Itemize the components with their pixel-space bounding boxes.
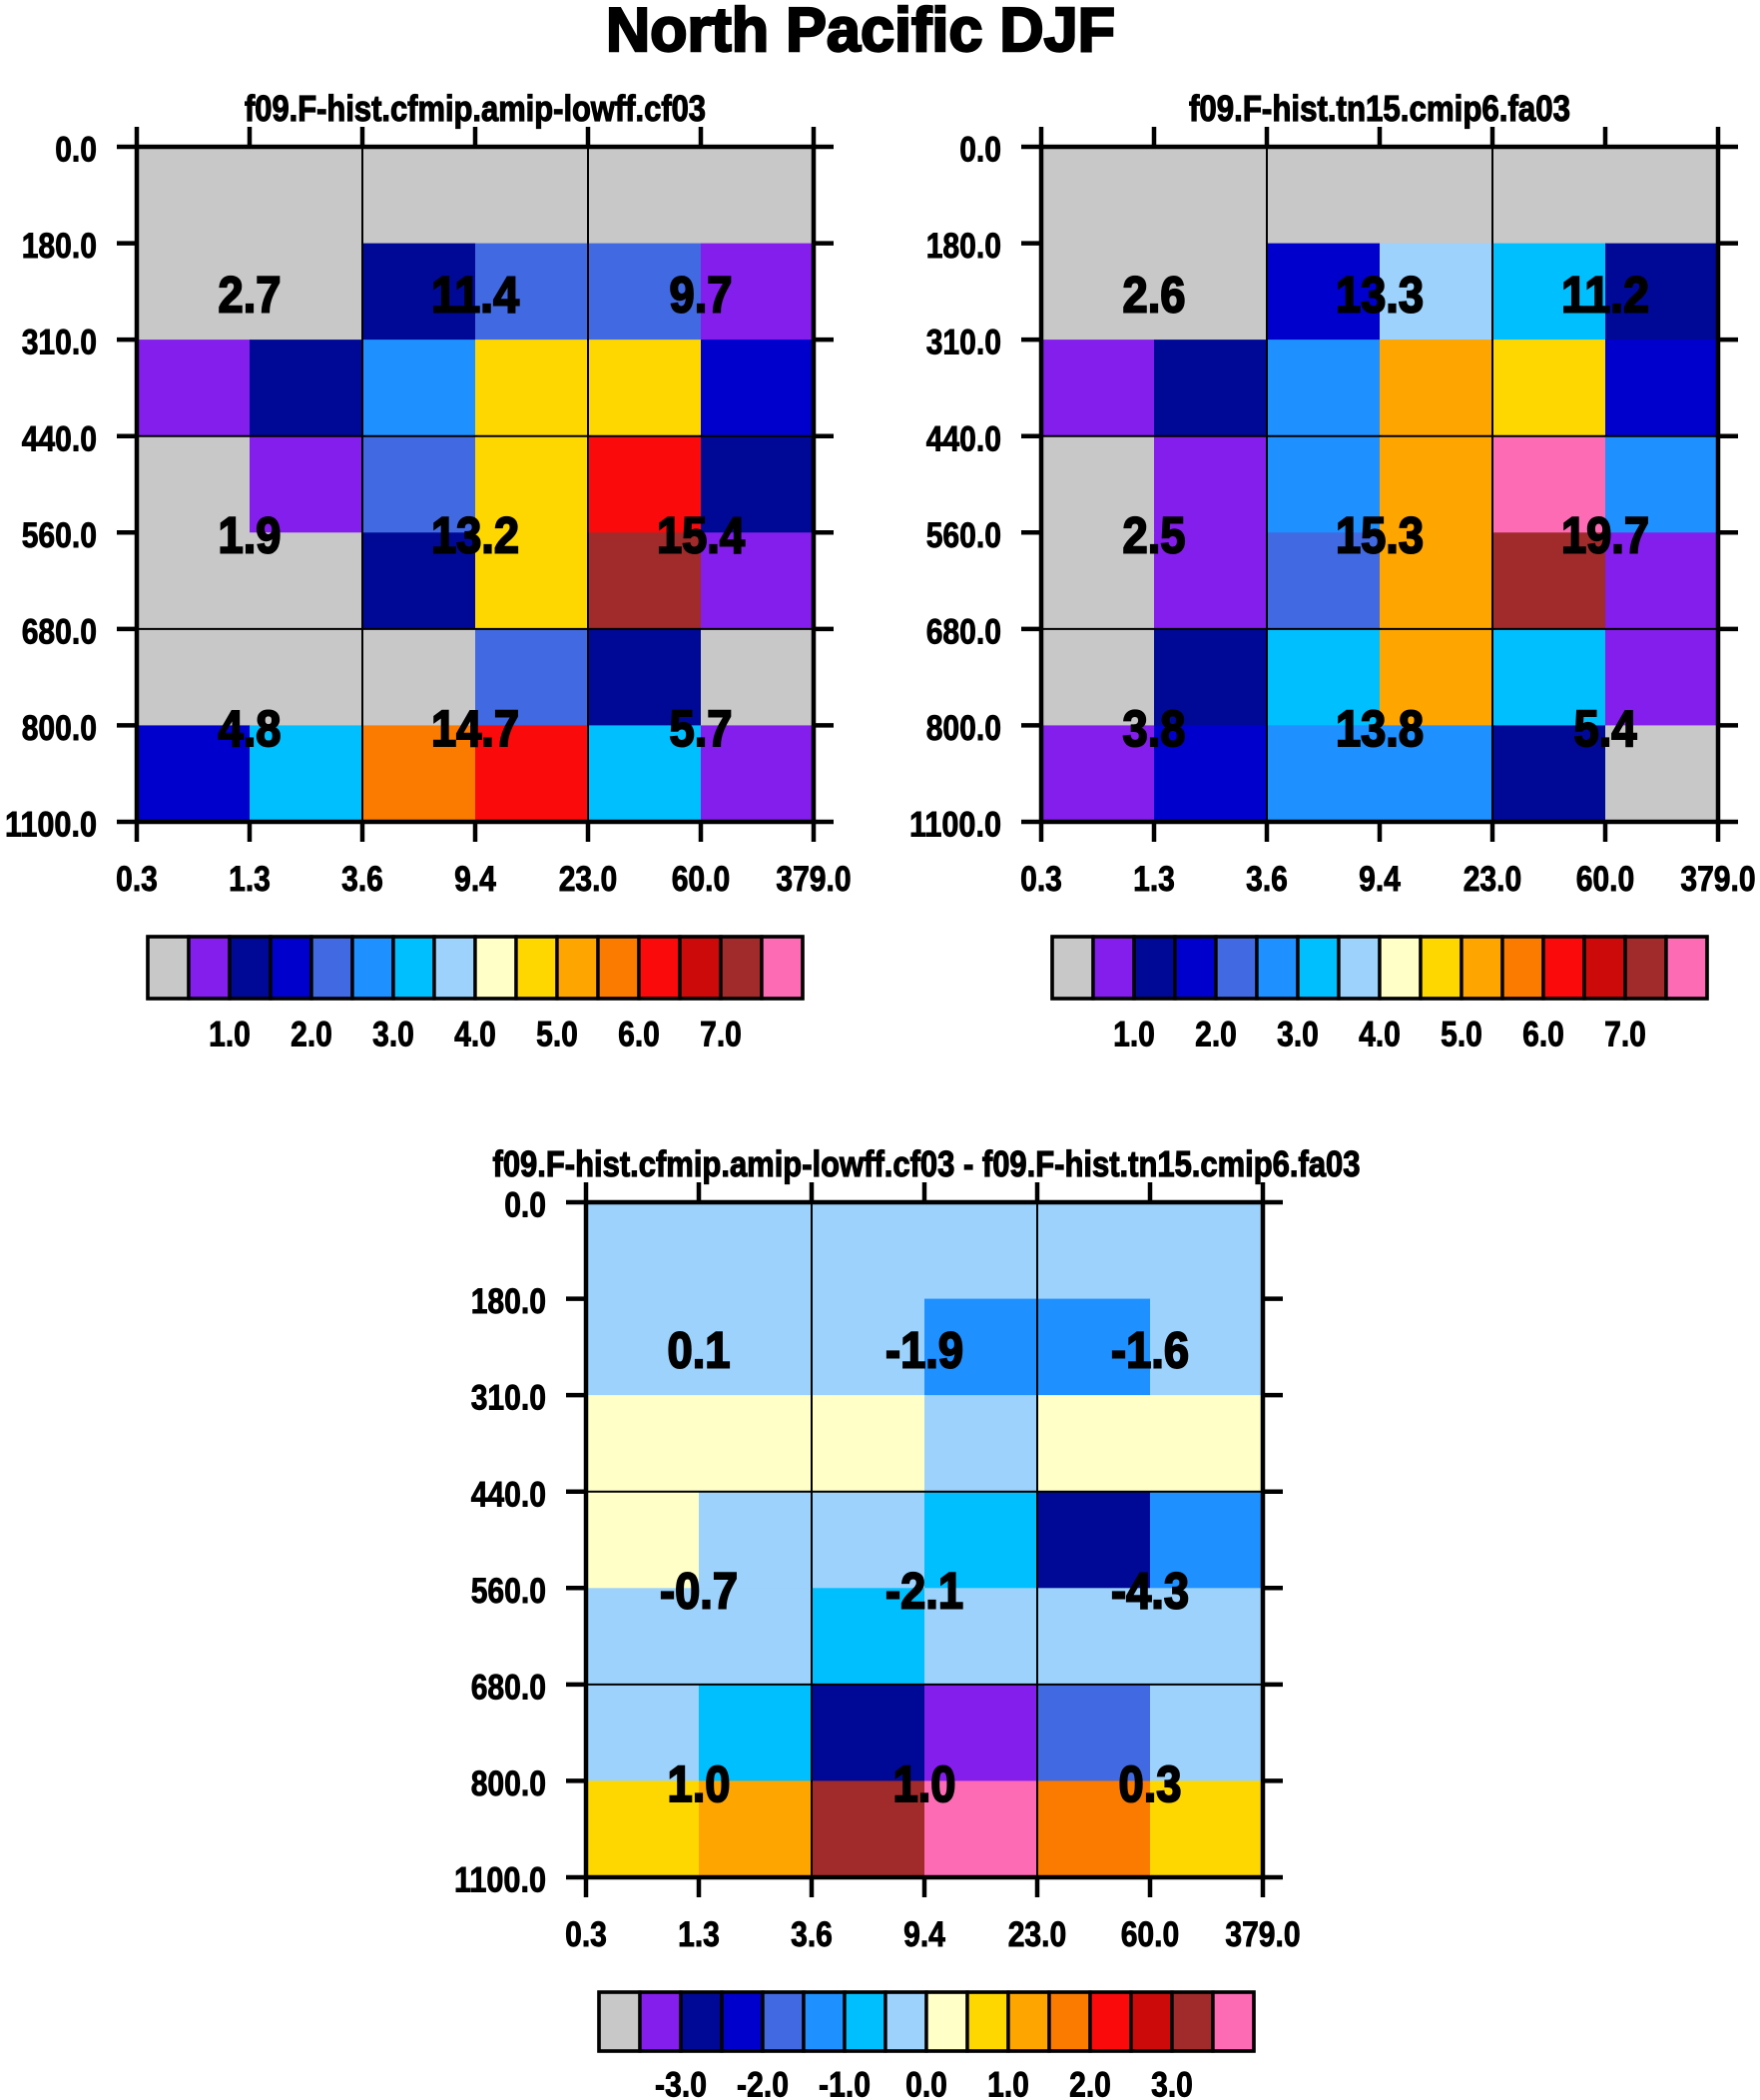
- svg-text:-3.0: -3.0: [655, 2066, 707, 2100]
- svg-text:1.0: 1.0: [209, 1016, 251, 1054]
- svg-text:5.7: 5.7: [670, 700, 733, 757]
- svg-text:1.3: 1.3: [1133, 860, 1175, 899]
- svg-text:-0.7: -0.7: [660, 1563, 738, 1620]
- svg-text:310.0: 310.0: [926, 324, 1001, 362]
- svg-text:23.0: 23.0: [1464, 860, 1522, 899]
- svg-text:7.0: 7.0: [700, 1016, 742, 1054]
- svg-text:0.3: 0.3: [1020, 860, 1062, 899]
- svg-text:4.0: 4.0: [1359, 1016, 1401, 1054]
- svg-text:560.0: 560.0: [471, 1572, 546, 1611]
- svg-text:60.0: 60.0: [1121, 1915, 1180, 1954]
- svg-text:-2.1: -2.1: [885, 1563, 963, 1620]
- svg-text:-1.6: -1.6: [1111, 1321, 1189, 1378]
- svg-text:0.1: 0.1: [668, 1321, 731, 1378]
- svg-text:0.3: 0.3: [116, 860, 158, 899]
- svg-text:1100.0: 1100.0: [5, 806, 97, 845]
- svg-text:379.0: 379.0: [1225, 1915, 1300, 1954]
- svg-text:1.9: 1.9: [219, 507, 282, 564]
- svg-text:3.8: 3.8: [1123, 700, 1186, 757]
- svg-text:1100.0: 1100.0: [909, 806, 1001, 845]
- svg-text:13.2: 13.2: [431, 507, 519, 564]
- svg-text:23.0: 23.0: [559, 860, 618, 899]
- svg-text:North Pacific DJF: North Pacific DJF: [606, 0, 1115, 65]
- svg-text:f09.F-hist.cfmip.amip-lowff.cf: f09.F-hist.cfmip.amip-lowff.cf03: [245, 88, 706, 129]
- svg-text:2.7: 2.7: [219, 266, 282, 323]
- svg-text:800.0: 800.0: [471, 1764, 546, 1803]
- svg-text:3.0: 3.0: [1151, 2066, 1193, 2100]
- svg-text:3.6: 3.6: [341, 860, 383, 899]
- svg-text:2.6: 2.6: [1123, 266, 1186, 323]
- svg-text:680.0: 680.0: [926, 613, 1001, 652]
- svg-text:1100.0: 1100.0: [454, 1861, 546, 1900]
- svg-text:9.4: 9.4: [454, 860, 496, 899]
- svg-text:60.0: 60.0: [672, 860, 731, 899]
- svg-text:1.0: 1.0: [893, 1755, 956, 1812]
- svg-text:2.0: 2.0: [1069, 2066, 1111, 2100]
- svg-text:6.0: 6.0: [1522, 1016, 1564, 1054]
- svg-text:3.6: 3.6: [791, 1915, 833, 1954]
- svg-text:0.3: 0.3: [565, 1915, 607, 1954]
- svg-text:19.7: 19.7: [1561, 507, 1649, 564]
- svg-text:0.0: 0.0: [504, 1186, 546, 1225]
- svg-text:15.4: 15.4: [657, 507, 746, 564]
- svg-text:1.0: 1.0: [668, 1755, 731, 1812]
- svg-text:-2.0: -2.0: [737, 2066, 789, 2100]
- svg-text:180.0: 180.0: [22, 227, 97, 266]
- svg-text:3.6: 3.6: [1246, 860, 1288, 899]
- svg-text:9.4: 9.4: [903, 1915, 945, 1954]
- svg-text:6.0: 6.0: [618, 1016, 660, 1054]
- svg-text:15.3: 15.3: [1336, 507, 1424, 564]
- svg-text:1.0: 1.0: [987, 2066, 1029, 2100]
- svg-text:0.3: 0.3: [1119, 1755, 1182, 1812]
- svg-text:-1.9: -1.9: [885, 1321, 963, 1378]
- svg-text:2.0: 2.0: [1195, 1016, 1237, 1054]
- svg-text:310.0: 310.0: [471, 1379, 546, 1418]
- svg-text:440.0: 440.0: [22, 419, 97, 458]
- svg-text:4.0: 4.0: [454, 1016, 496, 1054]
- svg-text:7.0: 7.0: [1604, 1016, 1646, 1054]
- svg-text:f09.F-hist.cfmip.amip-lowff.cf: f09.F-hist.cfmip.amip-lowff.cf03 - f09.F…: [493, 1143, 1361, 1184]
- svg-text:680.0: 680.0: [471, 1669, 546, 1708]
- svg-text:13.8: 13.8: [1336, 700, 1424, 757]
- svg-text:60.0: 60.0: [1576, 860, 1635, 899]
- svg-text:379.0: 379.0: [776, 860, 851, 899]
- svg-text:3.0: 3.0: [372, 1016, 414, 1054]
- svg-text:440.0: 440.0: [926, 419, 1001, 458]
- svg-text:23.0: 23.0: [1008, 1915, 1067, 1954]
- svg-text:440.0: 440.0: [471, 1475, 546, 1514]
- svg-text:13.3: 13.3: [1336, 266, 1424, 323]
- svg-text:2.5: 2.5: [1123, 507, 1186, 564]
- svg-text:-4.3: -4.3: [1111, 1563, 1189, 1620]
- svg-text:180.0: 180.0: [471, 1282, 546, 1321]
- svg-text:1.0: 1.0: [1113, 1016, 1155, 1054]
- svg-text:0.0: 0.0: [55, 131, 97, 170]
- svg-text:-1.0: -1.0: [819, 2066, 871, 2100]
- svg-text:680.0: 680.0: [22, 613, 97, 652]
- svg-text:5.4: 5.4: [1574, 700, 1638, 757]
- svg-text:2.0: 2.0: [291, 1016, 332, 1054]
- svg-text:11.4: 11.4: [431, 266, 520, 323]
- svg-text:3.0: 3.0: [1277, 1016, 1319, 1054]
- svg-text:9.7: 9.7: [670, 266, 733, 323]
- svg-text:180.0: 180.0: [926, 227, 1001, 266]
- svg-text:1.3: 1.3: [229, 860, 271, 899]
- svg-text:379.0: 379.0: [1680, 860, 1755, 899]
- svg-text:560.0: 560.0: [22, 516, 97, 555]
- svg-text:0.0: 0.0: [905, 2066, 947, 2100]
- svg-text:11.2: 11.2: [1561, 266, 1649, 323]
- svg-text:560.0: 560.0: [926, 516, 1001, 555]
- svg-text:14.7: 14.7: [431, 700, 519, 757]
- svg-text:310.0: 310.0: [22, 324, 97, 362]
- svg-text:4.8: 4.8: [219, 700, 282, 757]
- svg-text:f09.F-hist.tn15.cmip6.fa03: f09.F-hist.tn15.cmip6.fa03: [1189, 88, 1570, 129]
- svg-text:1.3: 1.3: [678, 1915, 720, 1954]
- svg-text:800.0: 800.0: [22, 709, 97, 748]
- svg-text:9.4: 9.4: [1359, 860, 1401, 899]
- svg-text:800.0: 800.0: [926, 709, 1001, 748]
- svg-text:5.0: 5.0: [1441, 1016, 1482, 1054]
- svg-text:5.0: 5.0: [536, 1016, 578, 1054]
- svg-text:0.0: 0.0: [959, 131, 1001, 170]
